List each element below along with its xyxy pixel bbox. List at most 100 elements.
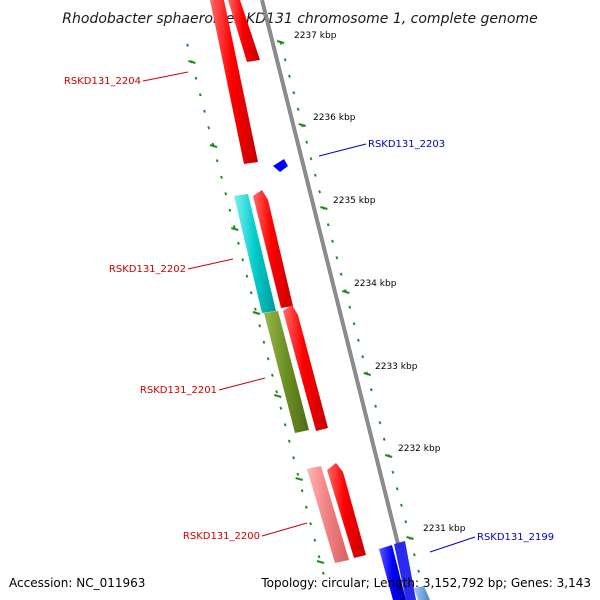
gene-leader-line	[318, 143, 367, 157]
tick-label: 2232 kbp	[398, 444, 441, 454]
ruler-major-tick	[384, 453, 393, 459]
gene-label-rskd131-2199[interactable]: RSKD131_2199	[477, 532, 554, 543]
ruler-minor-tick	[228, 208, 232, 212]
ruler-minor-tick	[287, 439, 291, 443]
feature-rskd131-2204[interactable]	[210, 0, 258, 164]
ruler-minor-tick	[391, 470, 395, 474]
ruler-minor-tick	[288, 74, 291, 78]
ruler-minor-tick	[417, 569, 421, 573]
ruler-minor-tick	[283, 423, 287, 427]
ruler-minor-tick	[249, 291, 253, 295]
gene-label-rskd131-2201[interactable]: RSKD131_2201	[140, 385, 217, 396]
tick-label: 2235 kbp	[333, 196, 376, 206]
ruler-major-tick	[295, 476, 303, 482]
ruler-minor-tick	[309, 522, 312, 526]
ruler-major-tick	[273, 393, 282, 399]
ruler-minor-tick	[215, 159, 219, 163]
ruler-minor-tick	[369, 388, 373, 392]
ruler-minor-tick	[378, 421, 382, 425]
ruler-major-tick	[320, 205, 328, 211]
feature-rskd131-2200[interactable]	[307, 466, 349, 563]
ruler-minor-tick	[296, 107, 300, 111]
gene-label-rskd131-2200[interactable]: RSKD131_2200	[183, 531, 260, 542]
gene-leader-line	[187, 258, 234, 270]
ruler-major-tick	[209, 143, 218, 149]
ruler-minor-tick	[253, 307, 257, 311]
tick-labels: 2237 kbp 2236 kbp 2235 kbp 2234 kbp 2233 kbp…	[294, 31, 466, 534]
feature-track-cds	[228, 0, 366, 558]
ruler-major-tick	[342, 289, 350, 295]
ruler-minor-tick	[331, 239, 334, 243]
ruler-minor-tick	[305, 140, 309, 144]
feature-adjacent[interactable]	[414, 586, 430, 600]
ruler-major-tick	[188, 59, 196, 65]
ruler-minor-tick	[326, 223, 330, 227]
genome-backbone	[260, 0, 414, 600]
ruler-minor-tick	[309, 157, 313, 161]
ruler-minor-tick	[321, 571, 325, 575]
ruler-minor-tick	[194, 76, 198, 80]
ruler-minor-tick	[339, 272, 343, 276]
ruler-minor-tick	[224, 192, 228, 196]
ruler-minor-tick	[198, 93, 202, 97]
genome-stats-text: Topology: circular; Length: 3,152,792 bp…	[260, 576, 591, 590]
gene-leader-line	[429, 536, 476, 553]
ruler-major-tick	[363, 371, 372, 377]
outer-ruler	[276, 39, 425, 590]
feature-rskd131-2203[interactable]	[273, 159, 288, 172]
inner-ruler	[186, 43, 325, 575]
ruler-minor-tick	[348, 305, 352, 309]
ruler-minor-tick	[245, 274, 249, 278]
tick-label: 2234 kbp	[354, 279, 397, 289]
ruler-minor-tick	[283, 58, 287, 62]
cds-arrow[interactable]	[253, 190, 293, 308]
ruler-major-tick	[231, 226, 239, 232]
ruler-minor-tick	[275, 390, 279, 394]
ruler-minor-tick	[382, 437, 386, 441]
feature-rskd131-2199[interactable]	[379, 545, 406, 600]
gene-label-rskd131-2203[interactable]: RSKD131_2203	[368, 139, 445, 150]
map-title: Rhodobacter sphaeroides KD131 chromosome…	[62, 11, 537, 27]
ruler-minor-tick	[395, 487, 399, 491]
ruler-minor-tick	[232, 225, 236, 229]
gene-leader-line	[142, 71, 189, 82]
ruler-minor-tick	[203, 109, 206, 113]
feature-rskd131-2202[interactable]	[234, 194, 276, 313]
ruler-major-tick	[298, 122, 307, 128]
cds-arrow[interactable]	[228, 0, 260, 62]
tick-label: 2237 kbp	[294, 31, 337, 41]
ruler-minor-tick	[400, 503, 403, 507]
ruler-minor-tick	[241, 258, 245, 262]
ruler-minor-tick	[237, 241, 240, 245]
ruler-minor-tick	[258, 324, 262, 328]
ruler-minor-tick	[352, 322, 356, 326]
tick-label: 2233 kbp	[375, 362, 418, 372]
ruler-minor-tick	[361, 355, 365, 359]
ruler-minor-tick	[356, 338, 360, 342]
cds-arrow[interactable]	[283, 305, 328, 431]
ruler-minor-tick	[412, 553, 416, 557]
ruler-minor-tick	[318, 190, 322, 194]
gene-label-rskd131-2204[interactable]: RSKD131_2204	[64, 76, 141, 87]
cds-arrow[interactable]	[327, 463, 366, 558]
feature-track-minus	[210, 0, 349, 563]
gene-label-rskd131-2202[interactable]: RSKD131_2202	[109, 264, 186, 275]
gene-labels: RSKD131_2204 RSKD131_2203 RSKD131_2202 RSKD…	[64, 71, 554, 553]
ruler-major-tick	[316, 559, 325, 565]
ruler-minor-tick	[292, 456, 296, 460]
tick-label: 2231 kbp	[423, 524, 466, 534]
ruler-minor-tick	[220, 175, 223, 179]
ruler-minor-tick	[300, 489, 304, 493]
feature-rskd131-2201[interactable]	[264, 311, 309, 433]
ruler-major-tick	[252, 310, 261, 316]
ruler-minor-tick	[404, 520, 408, 524]
feature-rskd131-2199-cds[interactable]	[394, 541, 416, 600]
ruler-minor-tick	[186, 43, 189, 47]
ruler-minor-tick	[207, 126, 211, 130]
tick-label: 2236 kbp	[313, 113, 356, 123]
feature-track-plus	[273, 159, 430, 600]
gene-leader-line	[261, 522, 308, 537]
ruler-minor-tick	[296, 472, 300, 476]
